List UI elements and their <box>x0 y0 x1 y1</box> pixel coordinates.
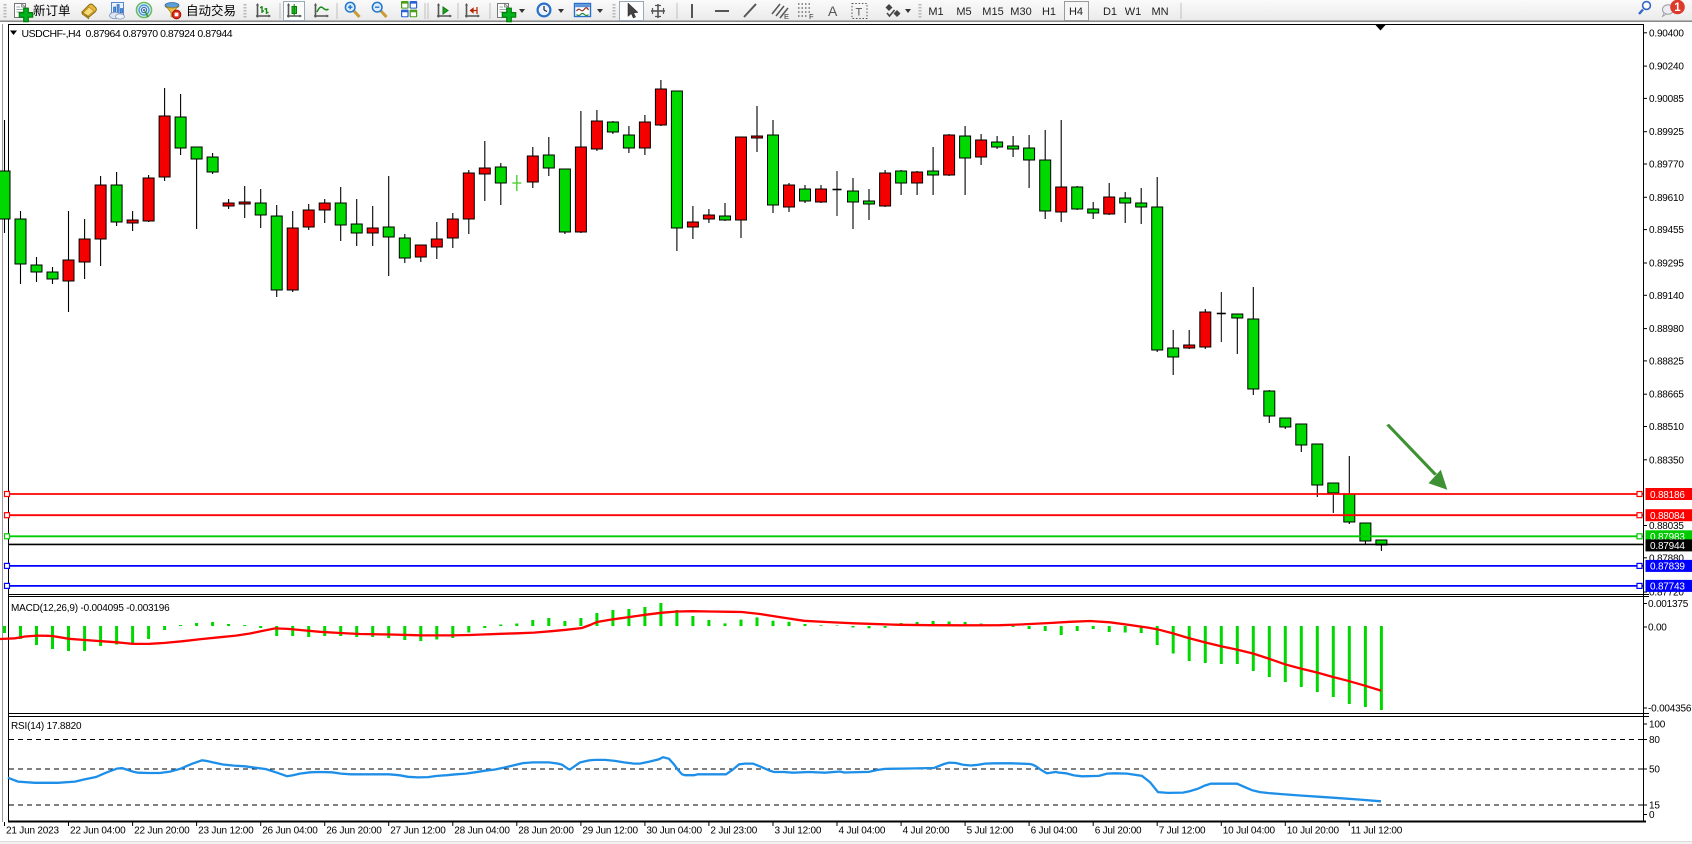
svg-text:2 Jul 23:00: 2 Jul 23:00 <box>710 826 757 837</box>
svg-text:22 Jun 04:00: 22 Jun 04:00 <box>70 826 126 837</box>
svg-text:A: A <box>828 3 838 19</box>
svg-text:7 Jul 12:00: 7 Jul 12:00 <box>1159 826 1206 837</box>
svg-text:10 Jul 20:00: 10 Jul 20:00 <box>1287 826 1340 837</box>
svg-text:0.001375: 0.001375 <box>1648 599 1689 610</box>
svg-text:23 Jun 12:00: 23 Jun 12:00 <box>198 826 254 837</box>
svg-text:3 Jul 12:00: 3 Jul 12:00 <box>775 826 822 837</box>
svg-text:0.88665: 0.88665 <box>1649 390 1684 401</box>
svg-text:26 Jun 04:00: 26 Jun 04:00 <box>262 826 318 837</box>
svg-text:RSI(14) 17.8820: RSI(14) 17.8820 <box>11 721 82 732</box>
svg-text:21 Jun 2023: 21 Jun 2023 <box>6 826 59 837</box>
svg-text:0.88510: 0.88510 <box>1649 422 1684 433</box>
svg-text:0.88825: 0.88825 <box>1649 356 1684 367</box>
svg-text:MN: MN <box>1151 6 1168 18</box>
svg-text:28 Jun 20:00: 28 Jun 20:00 <box>518 826 574 837</box>
svg-text:5 Jul 12:00: 5 Jul 12:00 <box>967 826 1014 837</box>
svg-text:M30: M30 <box>1010 6 1031 18</box>
svg-text:0.90085: 0.90085 <box>1649 94 1684 105</box>
svg-text:6 Jul 20:00: 6 Jul 20:00 <box>1095 826 1142 837</box>
svg-text:E: E <box>784 12 789 21</box>
svg-text:0.87720: 0.87720 <box>1649 588 1684 599</box>
svg-text:0.89140: 0.89140 <box>1649 291 1684 302</box>
svg-text:4 Jul 04:00: 4 Jul 04:00 <box>839 826 886 837</box>
svg-text:0.88980: 0.88980 <box>1649 324 1684 335</box>
svg-text:新订单: 新订单 <box>33 3 71 18</box>
svg-text:0.00: 0.00 <box>1648 623 1667 634</box>
svg-text:0.87880: 0.87880 <box>1649 553 1684 564</box>
svg-text:0.88084: 0.88084 <box>1650 511 1685 522</box>
svg-text:0.89925: 0.89925 <box>1649 127 1684 138</box>
svg-text:0.90240: 0.90240 <box>1649 62 1684 73</box>
svg-text:100: 100 <box>1649 720 1666 731</box>
svg-text:0.87944: 0.87944 <box>1650 541 1685 552</box>
svg-text:80: 80 <box>1649 735 1660 746</box>
svg-text:0.87839: 0.87839 <box>1650 562 1685 573</box>
svg-text:-0.004356: -0.004356 <box>1648 704 1692 715</box>
svg-text:4 Jul 20:00: 4 Jul 20:00 <box>903 826 950 837</box>
svg-text:M15: M15 <box>982 6 1003 18</box>
svg-text:0.89770: 0.89770 <box>1649 160 1684 171</box>
svg-text:USDCHF-,H4 0.87964 0.87970 0.: USDCHF-,H4 0.87964 0.87970 0.87924 0.879… <box>22 28 233 40</box>
svg-text:0.90400: 0.90400 <box>1649 28 1684 39</box>
svg-text:H4: H4 <box>1069 6 1083 18</box>
svg-text:F: F <box>809 12 814 21</box>
svg-text:10 Jul 04:00: 10 Jul 04:00 <box>1223 826 1276 837</box>
svg-text:0.89295: 0.89295 <box>1649 259 1684 270</box>
svg-text:30 Jun 04:00: 30 Jun 04:00 <box>646 826 702 837</box>
svg-text:22 Jun 20:00: 22 Jun 20:00 <box>134 826 190 837</box>
svg-text:0: 0 <box>1649 810 1655 821</box>
svg-text:T: T <box>856 7 863 19</box>
svg-text:M5: M5 <box>956 6 971 18</box>
svg-text:28 Jun 04:00: 28 Jun 04:00 <box>454 826 510 837</box>
svg-text:自动交易: 自动交易 <box>186 3 236 18</box>
svg-text:H1: H1 <box>1042 6 1056 18</box>
svg-text:1: 1 <box>1674 2 1681 14</box>
svg-text:26 Jun 20:00: 26 Jun 20:00 <box>326 826 382 837</box>
svg-text:50: 50 <box>1649 765 1660 776</box>
svg-text:11 Jul 12:00: 11 Jul 12:00 <box>1351 826 1403 837</box>
svg-text:0.87743: 0.87743 <box>1650 582 1685 593</box>
svg-text:M1: M1 <box>928 6 943 18</box>
svg-text:0.89455: 0.89455 <box>1649 225 1684 236</box>
svg-text:MACD(12,26,9) -0.004095 -0.003: MACD(12,26,9) -0.004095 -0.003196 <box>11 603 170 614</box>
svg-text:0.87983: 0.87983 <box>1650 532 1685 543</box>
svg-text:D1: D1 <box>1103 6 1117 18</box>
svg-text:15: 15 <box>1649 801 1660 812</box>
svg-text:29 Jun 12:00: 29 Jun 12:00 <box>582 826 638 837</box>
svg-text:6 Jul 04:00: 6 Jul 04:00 <box>1031 826 1078 837</box>
svg-text:0.88035: 0.88035 <box>1649 521 1684 532</box>
svg-text:0.88186: 0.88186 <box>1650 490 1685 501</box>
svg-text:27 Jun 12:00: 27 Jun 12:00 <box>390 826 446 837</box>
svg-text:0.88350: 0.88350 <box>1649 455 1684 466</box>
svg-text:0.89610: 0.89610 <box>1649 193 1684 204</box>
svg-text:W1: W1 <box>1125 6 1142 18</box>
